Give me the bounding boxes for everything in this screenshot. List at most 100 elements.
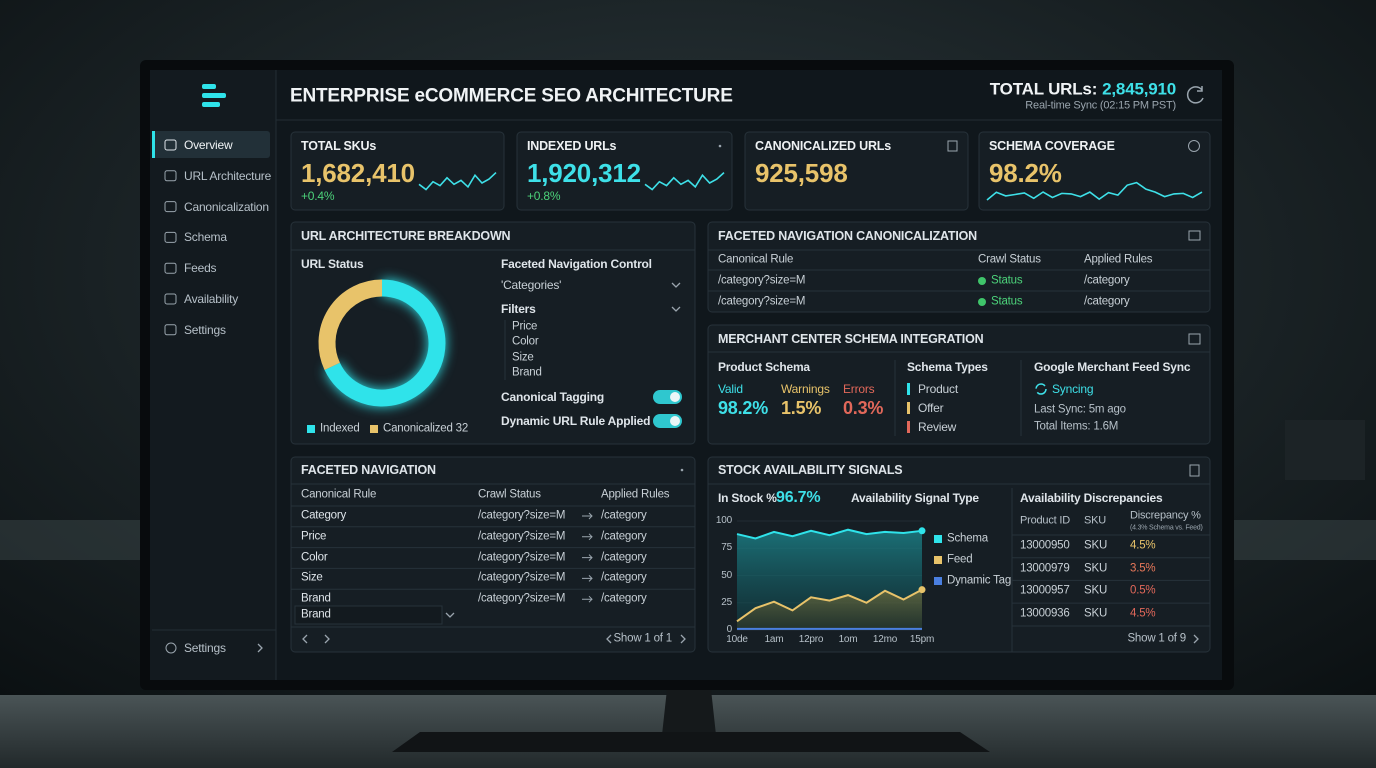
trash-icon — [1189, 464, 1200, 477]
legend-label: Indexed — [320, 422, 360, 435]
table-cell: /category — [1084, 295, 1130, 308]
sparkline — [644, 172, 725, 191]
chevron[interactable] — [302, 634, 308, 644]
kpi-value: 1,920,312 — [527, 158, 641, 188]
status: Status — [991, 274, 1023, 287]
panel-title: FACETED NAVIGATION CANONICALIZATION — [718, 228, 977, 243]
kpi-delta: +0.8% — [527, 189, 561, 203]
status-dot — [978, 298, 986, 306]
table-cell: /category — [601, 550, 647, 563]
table-cell: Category — [301, 509, 347, 522]
stat-label: Valid — [718, 382, 743, 396]
section-title: Google Merchant Feed Sync — [1034, 360, 1191, 374]
chevron[interactable] — [257, 643, 263, 653]
nav-item[interactable]: Settings — [184, 322, 226, 337]
panel — [707, 221, 1211, 313]
nav-item[interactable]: URL Architecture — [184, 168, 272, 183]
dropdown[interactable]: Brand — [301, 608, 331, 621]
x-tick-label: 15pm — [909, 634, 935, 645]
refresh-icon[interactable] — [1186, 86, 1204, 104]
shelf — [0, 520, 150, 560]
section-title: Schema Types — [907, 360, 988, 374]
copy-icon — [947, 140, 958, 152]
y-tick-label: 0 — [726, 624, 733, 635]
table-cell: /category?size=M — [718, 274, 806, 287]
kpi-label: TOTAL SKUs — [301, 138, 377, 153]
nav-item[interactable]: Feeds — [184, 261, 217, 276]
kpi-label: SCHEMA COVERAGE — [989, 138, 1115, 153]
section-title: Product Schema — [718, 360, 810, 374]
arrow — [582, 575, 593, 582]
stat-label: Warnings — [781, 382, 830, 396]
donut-segment — [318, 279, 383, 371]
nav-item[interactable]: Availability — [184, 292, 239, 306]
pager[interactable]: Show 1 of 1 — [613, 632, 672, 645]
legend-swatch — [934, 577, 942, 585]
legend-swatch — [934, 535, 942, 543]
arrow — [582, 595, 593, 603]
donut-segment — [324, 279, 446, 407]
chevron[interactable] — [680, 634, 686, 644]
panel-title: MERCHANT CENTER SCHEMA INTEGRATION — [718, 331, 984, 346]
kpi-label: CANONICALIZED URLs — [755, 138, 891, 153]
toggle-label: Dynamic URL Rule Applied — [501, 414, 651, 428]
area — [737, 589, 922, 630]
dropdown[interactable]: 'Categories' — [501, 278, 562, 292]
pager[interactable]: Show 1 of 9 — [1127, 632, 1186, 645]
chevron[interactable] — [606, 634, 612, 644]
kpi-value: 925,598 — [755, 158, 848, 188]
info-icon — [1188, 140, 1200, 152]
filter-item[interactable]: Price — [512, 320, 538, 333]
panel — [290, 131, 505, 211]
table-cell: SKU — [1084, 539, 1108, 552]
kpi-value: 98.2% — [989, 158, 1062, 188]
panel — [744, 131, 969, 211]
total-value: 2,845,910 — [1102, 79, 1176, 99]
type-bar — [907, 383, 910, 395]
filter-item[interactable]: Size — [512, 350, 534, 363]
stand-neck — [662, 680, 716, 735]
table-cell: Color — [301, 550, 328, 563]
kpi-value: 1,682,410 — [301, 158, 415, 188]
table-header: Discrepancy % — [1130, 509, 1201, 522]
y-tick-label: 50 — [721, 569, 732, 581]
chevron[interactable] — [1193, 634, 1199, 644]
sparkline — [418, 172, 497, 191]
arrow — [582, 554, 593, 561]
table-cell: 13000957 — [1020, 584, 1070, 597]
calendar-icon — [1188, 333, 1201, 345]
panel-title: FACETED NAVIGATION — [301, 462, 436, 477]
filter-item[interactable]: Color — [512, 335, 539, 348]
nav-item[interactable]: Overview — [184, 138, 233, 152]
table-cell: /category?size=M — [718, 295, 806, 308]
stat-value: 0.3% — [843, 398, 884, 418]
type-bar — [907, 421, 910, 433]
panel — [516, 131, 733, 211]
menu-dots — [680, 468, 684, 472]
nav-icon — [164, 293, 177, 305]
nav-settings[interactable]: Settings — [184, 641, 226, 655]
chevron[interactable] — [445, 612, 455, 618]
filters-title[interactable]: Filters — [501, 302, 536, 316]
nav-icon — [164, 139, 177, 151]
x-tick-label: 12mo — [872, 634, 898, 645]
toggle-knob — [670, 416, 680, 426]
panel-title: STOCK AVAILABILITY SIGNALS — [718, 462, 903, 477]
logo — [202, 84, 226, 107]
chevron[interactable] — [324, 634, 330, 644]
chevron[interactable] — [671, 306, 681, 312]
table-cell: /category?size=M — [478, 550, 566, 563]
nav-item[interactable]: Schema — [184, 230, 227, 245]
sync-icon — [1035, 383, 1047, 395]
chevron[interactable] — [671, 282, 681, 288]
table-cell: 13000979 — [1020, 561, 1070, 574]
dropdown-box[interactable] — [294, 605, 443, 625]
table-cell: /category?size=M — [478, 509, 566, 522]
section-title: Availability Discrepancies — [1020, 491, 1163, 505]
legend-label: Feed — [947, 553, 973, 566]
schema-type: Review — [918, 420, 957, 434]
table-cell: /category — [601, 530, 647, 543]
settings-icon — [165, 642, 177, 654]
nav-item[interactable]: Canonicalization — [184, 199, 269, 214]
filter-item[interactable]: Brand — [512, 366, 542, 379]
